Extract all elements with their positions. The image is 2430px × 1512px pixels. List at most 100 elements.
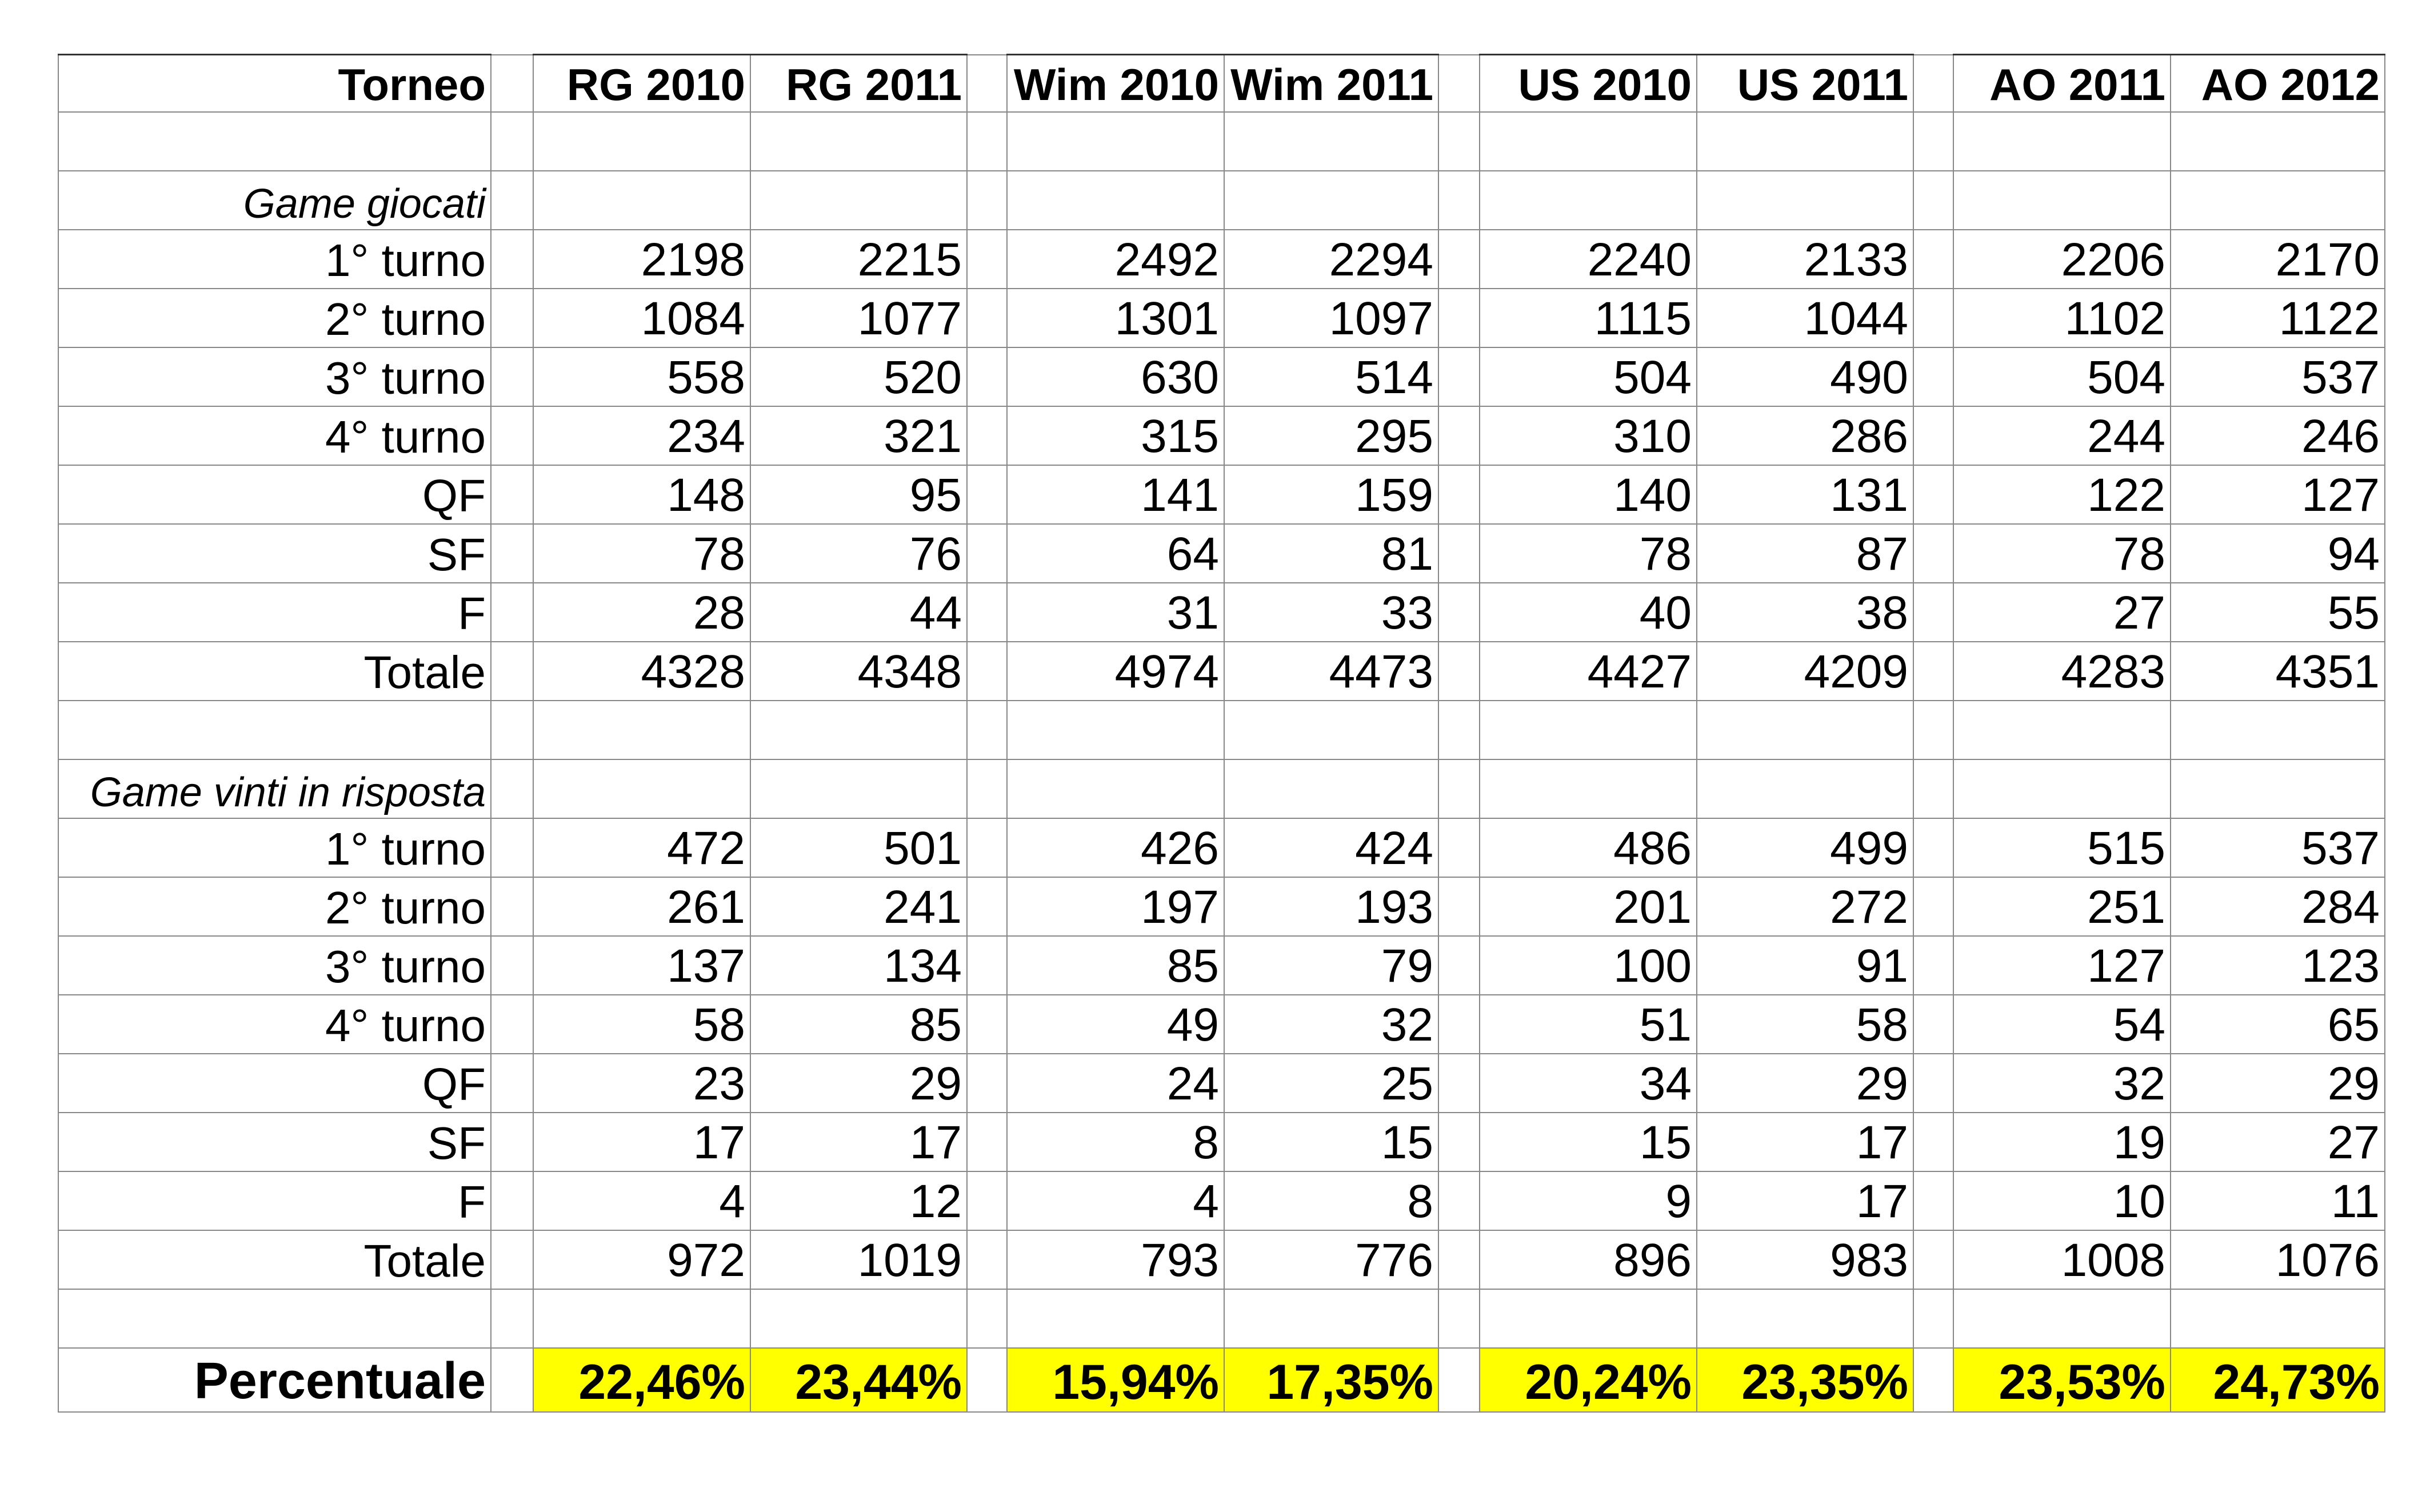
- value-cell[interactable]: 501: [750, 817, 968, 878]
- spacer-cell[interactable]: [490, 1053, 534, 1113]
- row-label[interactable]: 3° turno: [58, 346, 491, 407]
- value-cell[interactable]: [1006, 758, 1225, 819]
- value-cell[interactable]: 38: [1696, 582, 1914, 642]
- spacer-cell[interactable]: [1438, 817, 1480, 878]
- value-cell[interactable]: 972: [533, 1229, 751, 1290]
- value-cell[interactable]: 504: [1953, 346, 2171, 407]
- spacer-cell[interactable]: [966, 287, 1008, 348]
- spacer-cell[interactable]: [966, 1170, 1008, 1231]
- spacer-cell[interactable]: [490, 1288, 534, 1349]
- row-label[interactable]: 1° turno: [58, 229, 491, 289]
- value-cell[interactable]: 137: [533, 935, 751, 995]
- value-cell[interactable]: 504: [1479, 346, 1697, 407]
- spacer-cell[interactable]: [1438, 582, 1480, 642]
- value-cell[interactable]: 486: [1479, 817, 1697, 878]
- value-cell[interactable]: 4: [533, 1170, 751, 1231]
- value-cell[interactable]: [1006, 699, 1225, 760]
- spacer-cell[interactable]: [1913, 1170, 1954, 1231]
- row-label[interactable]: 3° turno: [58, 935, 491, 995]
- spacer-cell[interactable]: [966, 582, 1008, 642]
- spacer-cell[interactable]: [1913, 1053, 1954, 1113]
- value-cell[interactable]: 246: [2170, 405, 2385, 466]
- section-title[interactable]: Game vinti in risposta: [58, 758, 491, 819]
- spacer-cell[interactable]: [1438, 523, 1480, 583]
- value-cell[interactable]: [1224, 111, 1439, 171]
- value-cell[interactable]: 537: [2170, 817, 2385, 878]
- value-cell[interactable]: [533, 111, 751, 171]
- value-cell[interactable]: 49: [1006, 994, 1225, 1054]
- value-cell[interactable]: 23: [533, 1053, 751, 1113]
- value-cell[interactable]: 2215: [750, 229, 968, 289]
- value-cell[interactable]: 4351: [2170, 641, 2385, 701]
- percent-cell[interactable]: 15,94%: [1006, 1347, 1225, 1413]
- column-header[interactable]: RG 2010: [533, 54, 751, 113]
- percent-cell[interactable]: 22,46%: [533, 1347, 751, 1413]
- spacer-cell[interactable]: [966, 523, 1008, 583]
- value-cell[interactable]: 490: [1696, 346, 1914, 407]
- value-cell[interactable]: [1224, 699, 1439, 760]
- value-cell[interactable]: 159: [1224, 464, 1439, 525]
- value-cell[interactable]: [1006, 1288, 1225, 1349]
- spacer-cell[interactable]: [1438, 111, 1480, 171]
- spacer-cell[interactable]: [966, 170, 1008, 230]
- value-cell[interactable]: 1008: [1953, 1229, 2171, 1290]
- value-cell[interactable]: [1953, 1288, 2171, 1349]
- spacer-cell[interactable]: [966, 817, 1008, 878]
- value-cell[interactable]: [1953, 699, 2171, 760]
- spacer-cell[interactable]: [1913, 935, 1954, 995]
- spacer-cell[interactable]: [1438, 229, 1480, 289]
- value-cell[interactable]: 78: [1953, 523, 2171, 583]
- value-cell[interactable]: [1479, 1288, 1697, 1349]
- value-cell[interactable]: 315: [1006, 405, 1225, 466]
- value-cell[interactable]: 499: [1696, 817, 1914, 878]
- spacer-cell[interactable]: [1913, 1111, 1954, 1172]
- value-cell[interactable]: [750, 699, 968, 760]
- value-cell[interactable]: 1019: [750, 1229, 968, 1290]
- row-label[interactable]: 4° turno: [58, 994, 491, 1054]
- value-cell[interactable]: 321: [750, 405, 968, 466]
- value-cell[interactable]: 1077: [750, 287, 968, 348]
- percent-cell[interactable]: 17,35%: [1224, 1347, 1439, 1413]
- value-cell[interactable]: [750, 111, 968, 171]
- spacer-cell[interactable]: [966, 994, 1008, 1054]
- value-cell[interactable]: 197: [1006, 876, 1225, 937]
- value-cell[interactable]: 4974: [1006, 641, 1225, 701]
- spacer-cell[interactable]: [490, 641, 534, 701]
- value-cell[interactable]: 148: [533, 464, 751, 525]
- value-cell[interactable]: 2294: [1224, 229, 1439, 289]
- value-cell[interactable]: 85: [1006, 935, 1225, 995]
- value-cell[interactable]: 87: [1696, 523, 1914, 583]
- value-cell[interactable]: 9: [1479, 1170, 1697, 1231]
- spacer-cell[interactable]: [490, 464, 534, 525]
- spacer-cell[interactable]: [1438, 1229, 1480, 1290]
- value-cell[interactable]: 31: [1006, 582, 1225, 642]
- spacer-cell[interactable]: [1438, 405, 1480, 466]
- spacer-cell[interactable]: [966, 1347, 1008, 1413]
- value-cell[interactable]: [533, 758, 751, 819]
- spacer-cell[interactable]: [1438, 1288, 1480, 1349]
- value-cell[interactable]: 28: [533, 582, 751, 642]
- value-cell[interactable]: [2170, 1288, 2385, 1349]
- row-label[interactable]: QF: [58, 1053, 491, 1113]
- value-cell[interactable]: 4283: [1953, 641, 2171, 701]
- value-cell[interactable]: 286: [1696, 405, 1914, 466]
- spacer-cell[interactable]: [490, 170, 534, 230]
- spacer-cell[interactable]: [1913, 1347, 1954, 1413]
- spacer-cell[interactable]: [966, 876, 1008, 937]
- value-cell[interactable]: 2133: [1696, 229, 1914, 289]
- spacer-cell[interactable]: [966, 1288, 1008, 1349]
- row-label-cell[interactable]: [58, 111, 491, 171]
- row-label[interactable]: F: [58, 1170, 491, 1231]
- row-label[interactable]: 2° turno: [58, 287, 491, 348]
- value-cell[interactable]: 54: [1953, 994, 2171, 1054]
- value-cell[interactable]: 127: [2170, 464, 2385, 525]
- value-cell[interactable]: 58: [533, 994, 751, 1054]
- value-cell[interactable]: 537: [2170, 346, 2385, 407]
- value-cell[interactable]: 27: [1953, 582, 2171, 642]
- value-cell[interactable]: 1044: [1696, 287, 1914, 348]
- value-cell[interactable]: 896: [1479, 1229, 1697, 1290]
- value-cell[interactable]: 234: [533, 405, 751, 466]
- value-cell[interactable]: [1479, 170, 1697, 230]
- value-cell[interactable]: [2170, 170, 2385, 230]
- row-label[interactable]: SF: [58, 1111, 491, 1172]
